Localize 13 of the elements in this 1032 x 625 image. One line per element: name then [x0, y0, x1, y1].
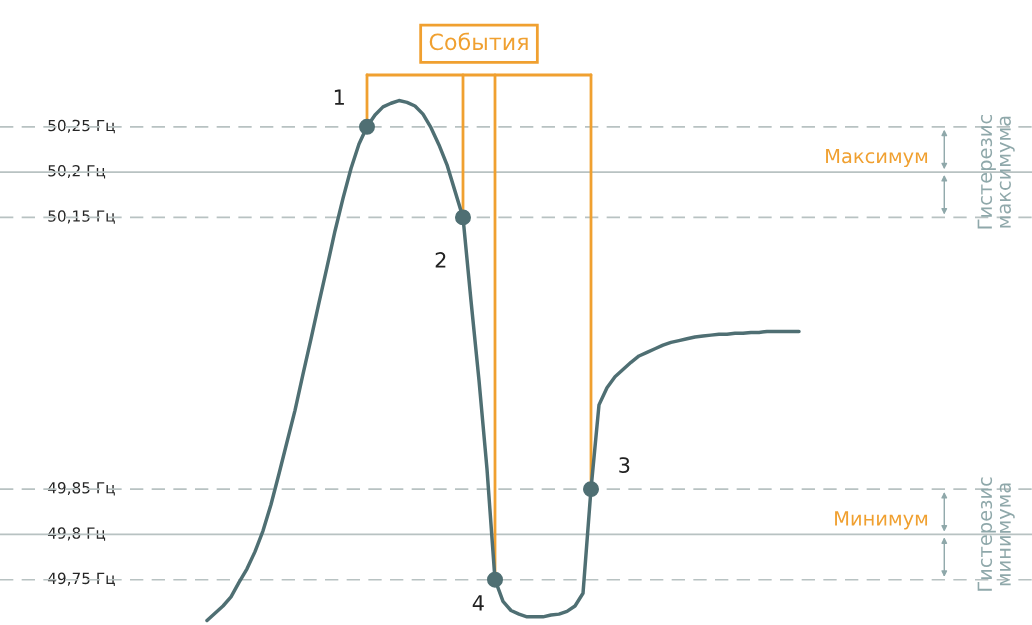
point: [487, 571, 503, 588]
annotation: 4: [472, 595, 484, 611]
annotation: События: [429, 32, 528, 51]
point: [583, 481, 599, 498]
annotation: Гистерезис минимума: [977, 477, 1015, 591]
ref-line-label: Минимум: [835, 511, 928, 530]
ref-line-label: Максимум: [826, 148, 928, 168]
point: [359, 118, 375, 135]
annotation: 1: [334, 89, 344, 105]
point: [455, 209, 471, 226]
annotation: 2: [435, 252, 446, 268]
annotation: Гистерезис максимума: [977, 115, 1015, 229]
annotation: 3: [619, 457, 630, 473]
